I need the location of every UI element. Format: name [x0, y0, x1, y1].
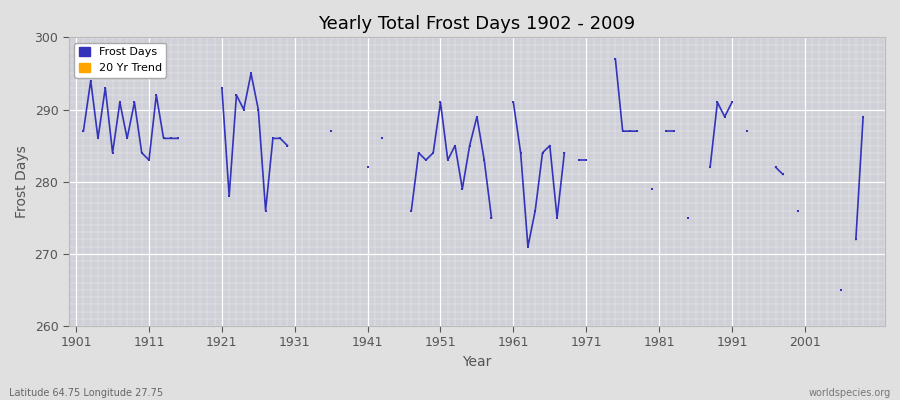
Text: Latitude 64.75 Longitude 27.75: Latitude 64.75 Longitude 27.75	[9, 388, 163, 398]
Title: Yearly Total Frost Days 1902 - 2009: Yearly Total Frost Days 1902 - 2009	[319, 15, 635, 33]
X-axis label: Year: Year	[463, 355, 491, 369]
Y-axis label: Frost Days: Frost Days	[15, 145, 29, 218]
Text: worldspecies.org: worldspecies.org	[809, 388, 891, 398]
Legend: Frost Days, 20 Yr Trend: Frost Days, 20 Yr Trend	[75, 43, 166, 78]
